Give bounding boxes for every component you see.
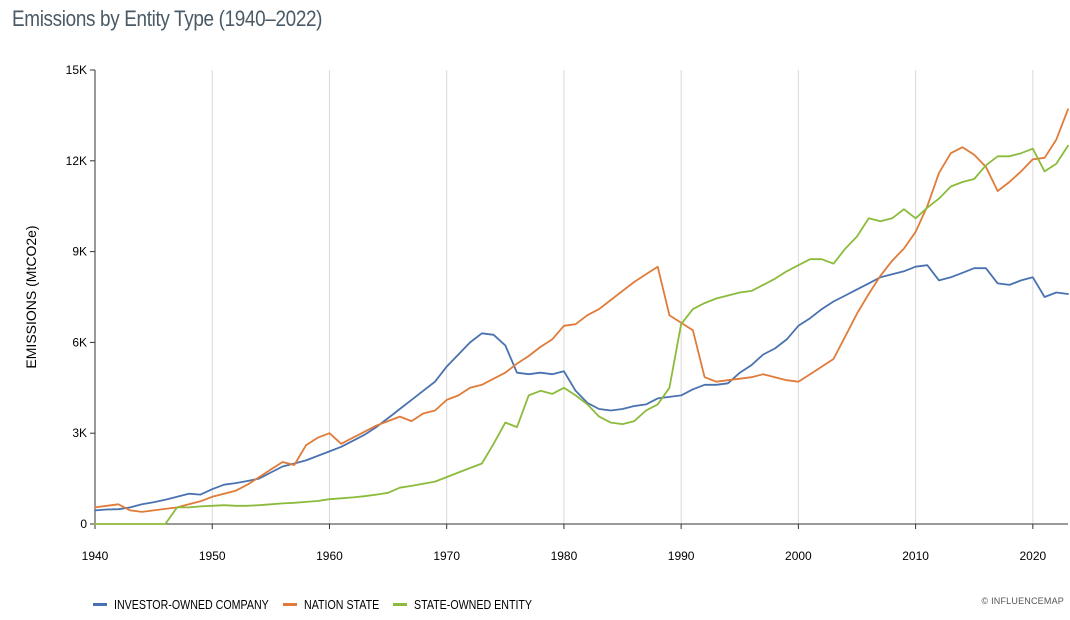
y-tick-label: 15K [66,63,87,77]
legend-swatch [93,602,107,606]
series-line-state-owned-entity [94,144,1069,525]
x-tick-label: 1980 [551,549,578,563]
legend-item: NATION STATE [282,596,379,612]
legend-label: INVESTOR-OWNED COMPANY [114,596,269,612]
axes [90,69,1068,529]
series-lines [94,108,1069,525]
series-line-investor-owned-company [94,264,1069,512]
series-line-nation-state [94,108,1069,513]
y-tick-label: 0 [80,517,87,531]
legend-swatch [392,602,407,606]
legend-label: STATE-OWNED ENTITY [413,596,532,612]
x-tick-label: 1960 [316,549,343,563]
y-tick-label: 3K [72,426,87,440]
credit-text: © INFLUENCEMAP [981,596,1064,606]
legend-swatch [282,602,297,606]
y-tick-label: 12K [66,154,87,168]
x-tick-label: 1940 [82,549,109,563]
x-tick-label: 1950 [199,549,226,563]
legend-label: NATION STATE [303,596,379,612]
legend: INVESTOR-OWNED COMPANY NATION STATE STATE-… [93,595,532,613]
line-chart: 0 3K 6K 9K 12K 15K 1940 1950 1960 1970 1980 1990 200… [23,63,1069,563]
chart-title: Emissions by Entity Type (1940–2022) [12,6,323,31]
y-tick-label: 9K [72,245,87,259]
y-axis-label: EMISSIONS (MtCO2e) [23,225,39,368]
x-tick-label: 2020 [1019,549,1046,563]
x-tick-label: 1990 [668,549,695,563]
gridlines [211,70,1034,524]
x-tick-label: 1970 [433,549,460,563]
y-tick-label: 6K [72,335,87,349]
x-tick-label: 2010 [902,549,929,563]
x-tick-label: 2000 [785,549,812,563]
legend-item: INVESTOR-OWNED COMPANY [93,597,269,612]
legend-item: STATE-OWNED ENTITY [392,596,532,612]
tick-labels: 0 3K 6K 9K 12K 15K 1940 1950 1960 1970 1980 1990 200… [66,63,1047,563]
